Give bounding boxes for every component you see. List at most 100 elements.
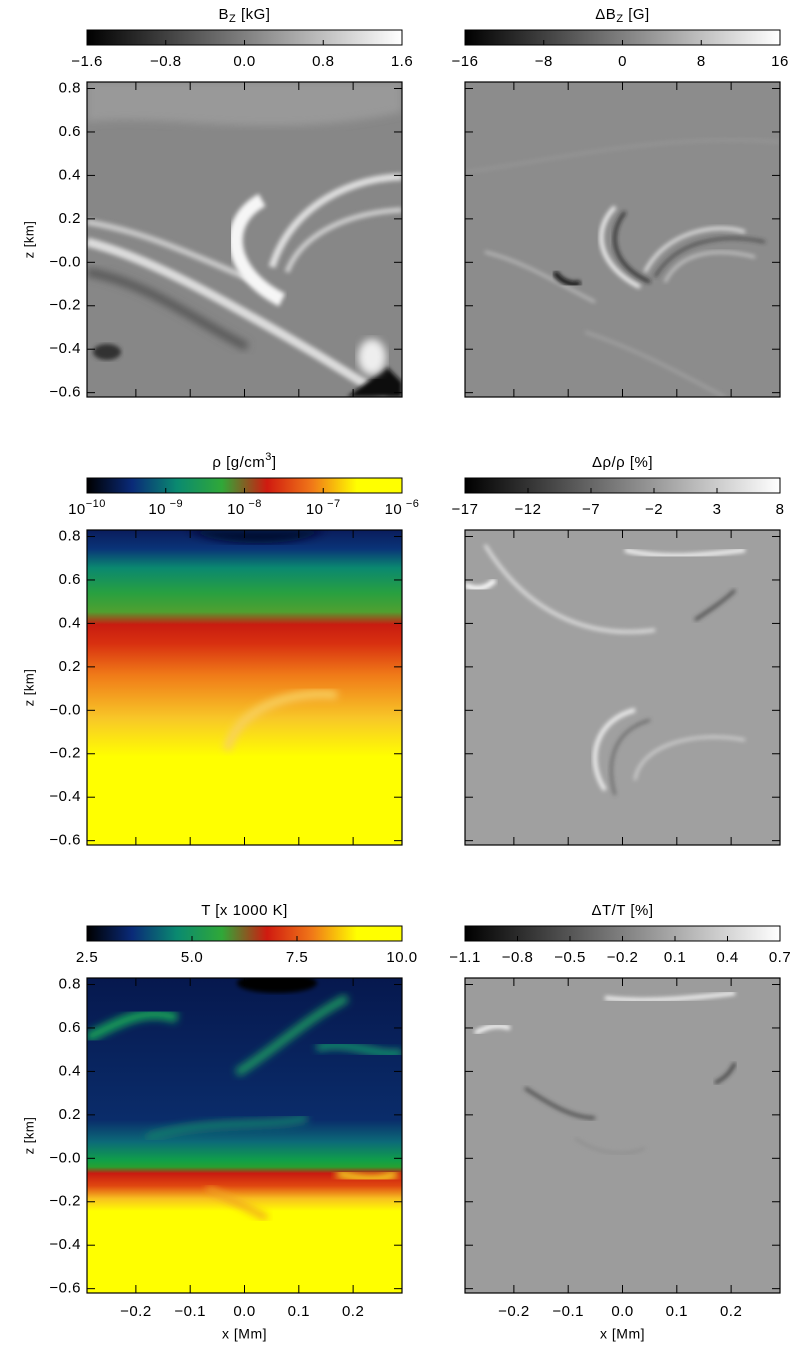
heatmap: [87, 82, 402, 397]
colorbar-tick-label: 2.5: [76, 949, 98, 966]
y-tick-label: −0.6: [49, 384, 81, 401]
x-axis-label: x [Mm]: [600, 1326, 645, 1342]
field-image: [465, 139, 780, 173]
x-tick-label: −0.2: [498, 1303, 530, 1320]
y-tick-label: −0.4: [49, 340, 81, 357]
field-image: [87, 237, 389, 397]
heatmap: [465, 530, 780, 845]
heatmap-clip: [87, 530, 402, 845]
x-tick-label: 0.2: [342, 1303, 364, 1320]
y-axis-label: z [km]: [21, 669, 36, 707]
text-part: 10: [306, 501, 324, 518]
colorbar-tick-label: −2: [645, 501, 663, 518]
y-tick-label: −0.0: [49, 701, 81, 718]
colorbar-tick-label: 10 −8: [227, 498, 262, 518]
text-part: −9: [166, 498, 183, 510]
colorbar-tick-label: −0.8: [150, 53, 182, 70]
x-tick-label: 0.2: [720, 1303, 742, 1320]
colorbar-tick-label: 16: [771, 53, 789, 70]
field-image: [584, 331, 726, 397]
field-image: [465, 578, 497, 591]
field-image: [624, 548, 746, 558]
text-part: −6: [402, 498, 419, 510]
field-image: [87, 268, 249, 351]
y-tick-label: −0.4: [49, 1236, 81, 1253]
x-axis-label: x [Mm]: [222, 1326, 267, 1342]
field-image: [610, 719, 651, 796]
text-part: −7: [324, 498, 341, 510]
x-tick-label: 0.0: [233, 1303, 255, 1320]
field-image: [315, 1041, 402, 1058]
panel-title: BZ [kG]: [219, 6, 271, 25]
panel-title: ΔT/T [%]: [591, 902, 653, 919]
field-image: [336, 1169, 399, 1183]
text-part: ΔB: [595, 6, 616, 23]
field-image: [234, 994, 349, 1077]
colorbar-tick-label: −0.5: [554, 949, 586, 966]
field-image: [93, 344, 121, 360]
text-part: ]: [272, 454, 277, 471]
colorbar: [464, 477, 781, 494]
text-part: −8: [245, 498, 262, 510]
field-image: [593, 708, 636, 792]
text-part: ρ [g/cm: [212, 454, 265, 471]
field-image: [484, 251, 596, 303]
colorbar-tick-label: 0.8: [312, 53, 334, 70]
panel-title: ΔBZ [G]: [595, 6, 649, 25]
field-image: [87, 82, 402, 126]
colorbar-tick-label: −17: [452, 501, 479, 518]
y-tick-label: −0.6: [49, 1280, 81, 1297]
text-part: 10: [227, 501, 245, 518]
text-part: [kG]: [236, 6, 270, 23]
x-tick-label: 0.1: [666, 1303, 688, 1320]
field-image: [604, 991, 736, 1003]
y-tick-label: 0.2: [59, 658, 81, 675]
text-part: 10: [68, 501, 86, 518]
colorbar-tick-label: −7: [582, 501, 600, 518]
heatmap: [87, 530, 402, 845]
field-image: [87, 219, 259, 285]
y-tick-label: 0.6: [59, 1019, 81, 1036]
field-image: [643, 226, 746, 273]
colorbar-tick-label: 10 −6: [385, 498, 420, 518]
colorbar-tick-label: 10 −7: [306, 498, 341, 518]
field-image: [223, 690, 338, 752]
field-image: [87, 978, 402, 1293]
y-tick-label: −0.0: [49, 253, 81, 270]
field-image: [358, 339, 386, 375]
text-part: [G]: [624, 6, 650, 23]
y-tick-label: 0.2: [59, 210, 81, 227]
y-tick-label: 0.6: [59, 571, 81, 588]
y-tick-label: 0.8: [59, 527, 81, 544]
text-part: −10: [86, 498, 106, 510]
y-axis-label: z [km]: [21, 221, 36, 259]
field-image: [694, 588, 737, 622]
field-image: [524, 1086, 596, 1120]
colorbar-tick-label: 3: [713, 501, 722, 518]
colorbar-tick-label: 0.7: [769, 949, 791, 966]
field-image: [465, 978, 780, 1293]
field-image: [599, 205, 641, 289]
field-image: [205, 1185, 269, 1221]
colorbar-tick-label: 10 −9: [148, 498, 183, 518]
field-image: [483, 544, 656, 634]
colorbar: [86, 925, 403, 942]
y-tick-label: −0.4: [49, 788, 81, 805]
field-image: [613, 211, 651, 284]
colorbar-tick-label: 8: [776, 501, 785, 518]
field-image: [228, 193, 286, 307]
colorbar-tick-label: −12: [515, 501, 542, 518]
colorbar-tick-label: 8: [697, 53, 706, 70]
heatmap: [465, 82, 780, 397]
x-tick-label: 0.1: [288, 1303, 310, 1320]
text-part: 10: [148, 501, 166, 518]
x-tick-label: −0.1: [174, 1303, 206, 1320]
panel-title: T [x 1000 K]: [201, 902, 288, 919]
colorbar-tick-label: 10.0: [386, 949, 417, 966]
field-image: [714, 1062, 737, 1085]
field-image: [237, 978, 317, 993]
colorbar-tick-label: −8: [535, 53, 553, 70]
text-part: 3: [265, 451, 272, 463]
colorbar-tick-label: 0: [618, 53, 627, 70]
colorbar-tick-label: −1.1: [449, 949, 481, 966]
